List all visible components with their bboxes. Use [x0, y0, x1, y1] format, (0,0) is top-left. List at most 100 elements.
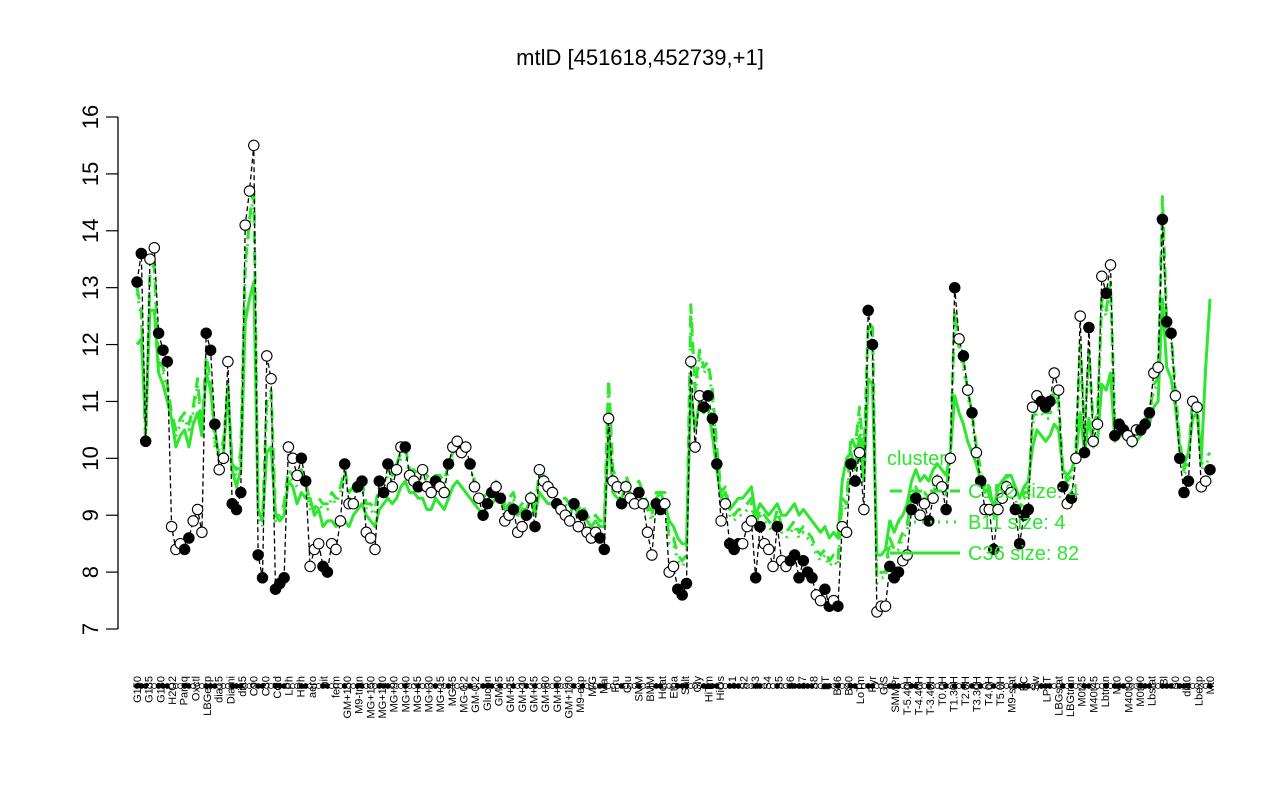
data-point [321, 566, 334, 578]
cluster-line-solid [135, 280, 1212, 557]
data-point [667, 560, 680, 573]
x-tick-label: T-3.40H [925, 676, 937, 715]
x-tick-label: Lbstat [1147, 676, 1159, 706]
x-tick-label: M9-stat [1007, 676, 1019, 713]
data-point [685, 355, 697, 368]
x-tick-label: dia5 [237, 676, 249, 697]
x-tick-label: B60 [843, 676, 855, 696]
data-point [568, 498, 580, 510]
x-tick-label: S5 [774, 676, 786, 689]
data-point [390, 463, 403, 476]
data-point [481, 498, 494, 510]
x-tick-label: SMM [634, 676, 646, 702]
cluster-lines [135, 183, 1212, 585]
data-point [1048, 367, 1060, 379]
data-point [771, 520, 784, 533]
x-tick-label: Salt [680, 676, 692, 695]
data-point [243, 185, 256, 197]
data-point [702, 390, 714, 402]
data-point [460, 441, 472, 453]
data-point [659, 498, 671, 510]
data-point [152, 327, 165, 339]
x-tick-label: G150 [132, 676, 144, 703]
data-point [884, 560, 896, 573]
data-point [477, 509, 489, 521]
y-tick-label: 7 [78, 623, 103, 635]
x-tick-label: dia15 [214, 676, 226, 703]
data-point [438, 486, 450, 499]
data-point [312, 537, 325, 550]
data-point [966, 407, 978, 419]
y-tick-label: 12 [78, 332, 103, 356]
x-tick-label: Etha [669, 675, 681, 699]
data-point [633, 486, 645, 499]
data-point [910, 492, 922, 504]
data-point [520, 509, 533, 521]
data-point [862, 304, 874, 317]
data-point [637, 498, 649, 510]
x-tick-label: M9-tran [354, 676, 366, 714]
data-point [291, 469, 303, 482]
x-tick-label: GM+5 [494, 676, 506, 706]
x-tick-label: GM+30 [517, 676, 529, 712]
data-point [598, 543, 611, 556]
data-point [217, 452, 230, 465]
legend-label-c36: C36 size: 82 [968, 543, 1079, 565]
x-tick-label: ferm [330, 676, 342, 698]
data-point [204, 344, 217, 356]
data-point [200, 327, 212, 339]
x-axis: G150 G135 G180 H2O2 Paraq Oxctl LBGexp dia15 Dia… [132, 675, 1217, 718]
legend-label-b11: B11 size: 4 [968, 512, 1065, 534]
data-point [425, 486, 437, 499]
x-tick-label: Mt0 [1205, 676, 1217, 694]
x-tick-label: S0 [1170, 676, 1182, 689]
data-point [524, 492, 537, 504]
x-tick-label: H2O2 [167, 676, 179, 705]
data-point [1160, 316, 1173, 328]
data-point [304, 560, 316, 573]
x-tick-label: LPhT [1042, 676, 1054, 703]
x-tick-label: HPh [295, 676, 307, 697]
data-point [1091, 418, 1104, 430]
data-point [373, 475, 386, 487]
x-tick-label: C30 [260, 676, 272, 696]
data-point [529, 520, 541, 533]
data-point [1104, 259, 1117, 271]
data-point [1026, 401, 1039, 413]
y-tick-label: 15 [78, 162, 103, 186]
data-point [1005, 486, 1017, 499]
data-point [1052, 384, 1065, 396]
x-tick-label: T5.0H [995, 676, 1007, 706]
data-point [866, 338, 879, 351]
legend: cluster C152 size: 4 B11 size: 4 C36 siz… [887, 448, 1079, 565]
x-tick-label: T1.30H [948, 676, 960, 712]
data-point [940, 503, 952, 516]
data-point [680, 577, 693, 590]
data-point [1065, 492, 1078, 504]
data-point [338, 458, 351, 470]
x-tick-label: MG+60 [400, 676, 412, 712]
y-tick-label: 8 [78, 566, 103, 578]
data-point [386, 481, 399, 493]
data-point [1083, 321, 1095, 334]
y-tick-label: 13 [78, 275, 103, 299]
data-point [416, 463, 429, 476]
x-tick-label: B36 [832, 676, 844, 696]
data-point [546, 486, 559, 499]
x-tick-label: S6 [785, 676, 797, 689]
data-point [131, 276, 143, 288]
x-tick-label: Lbtran [1100, 676, 1112, 707]
data-point [1096, 270, 1108, 283]
data-point [762, 543, 775, 556]
data-point [213, 463, 225, 476]
data-point [1156, 213, 1169, 226]
x-tick-label: T-4.40H [913, 676, 925, 715]
data-point [1074, 310, 1086, 322]
x-tick-label: Diami [225, 676, 237, 704]
data-point [468, 481, 481, 493]
data-point [516, 520, 528, 533]
data-point [442, 458, 455, 470]
data-point [533, 463, 546, 476]
data-point [490, 481, 502, 493]
data-point [944, 452, 957, 465]
